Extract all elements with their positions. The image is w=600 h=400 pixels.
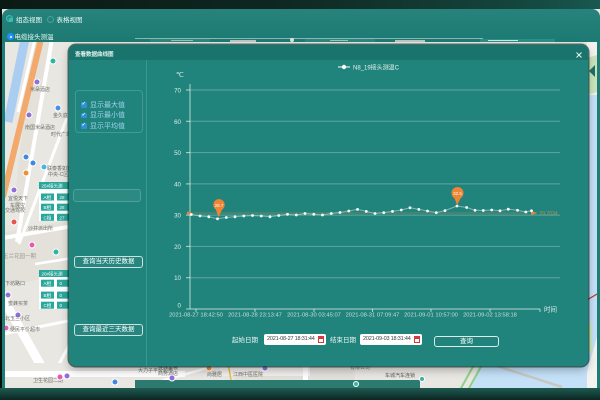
svg-text:30: 30 [174, 213, 181, 220]
svg-text:27: 27 [60, 215, 66, 220]
svg-text:A相: A相 [44, 280, 52, 287]
svg-text:0: 0 [60, 303, 63, 308]
svg-text:金久庭: 金久庭 [53, 112, 68, 119]
svg-text:联泰香如墅: 联泰香如墅 [47, 165, 71, 172]
svg-text:有限公司: 有限公司 [350, 364, 370, 371]
svg-text:℃: ℃ [176, 72, 184, 79]
svg-text:2021-08-31 07:09:47: 2021-08-31 07:09:47 [346, 313, 400, 319]
svg-text:25#接头测: 25#接头测 [42, 183, 64, 190]
svg-text:桂林童装: 桂林童装 [158, 364, 178, 371]
svg-text:卫生花园二期: 卫生花园二期 [33, 377, 63, 384]
svg-text:商务酒店: 商务酒店 [158, 370, 178, 377]
svg-text:70: 70 [174, 88, 181, 95]
svg-text:沙井派出所: 沙井派出所 [28, 225, 53, 232]
svg-text:2021-09-01 10:57:00: 2021-09-01 10:57:00 [404, 313, 458, 319]
svg-text:28.7: 28.7 [215, 203, 224, 208]
svg-text:50: 50 [174, 150, 181, 157]
svg-text:29.7034: 29.7034 [540, 211, 558, 217]
svg-text:2021-08-30 03:45:07: 2021-08-30 03:45:07 [287, 313, 341, 319]
svg-text:便民平价超市: 便民平价超市 [10, 326, 40, 333]
svg-text:A相: A相 [44, 194, 52, 201]
svg-text:B相: B相 [44, 204, 52, 211]
svg-text:40: 40 [174, 181, 181, 188]
svg-text:时代广场: 时代广场 [51, 131, 71, 138]
svg-text:2021-08-28 23:13:47: 2021-08-28 23:13:47 [228, 313, 282, 319]
svg-text:32.5: 32.5 [453, 191, 462, 196]
svg-text:60: 60 [174, 119, 181, 126]
svg-text:蜜蜂买茶: 蜜蜂买茶 [8, 300, 28, 307]
svg-text:江西中医医院: 江西中医医院 [233, 371, 263, 378]
svg-text:0: 0 [178, 303, 182, 310]
svg-text:20#接头测: 20#接头测 [42, 271, 64, 278]
svg-text:大力子平价超市: 大力子平价超市 [138, 367, 173, 374]
svg-text:10: 10 [174, 275, 181, 282]
svg-text:中央-C区: 中央-C区 [48, 171, 68, 178]
svg-text:宜悦天下: 宜悦天下 [8, 195, 28, 202]
svg-text:0: 0 [60, 281, 63, 286]
svg-text:B相: B相 [44, 292, 52, 299]
svg-text:0: 0 [60, 293, 63, 298]
svg-text:北玉兰小区: 北玉兰小区 [5, 315, 30, 322]
svg-text:28: 28 [60, 195, 66, 200]
svg-text:车城汽车连锁: 车城汽车连锁 [385, 372, 415, 379]
svg-text:28: 28 [60, 205, 66, 210]
svg-text:时间: 时间 [544, 305, 557, 314]
svg-text:交通驾校: 交通驾校 [5, 207, 25, 214]
svg-text:米朵酒店: 米朵酒店 [30, 86, 50, 93]
svg-text:车展宝: 车展宝 [10, 202, 25, 209]
svg-text:C相: C相 [44, 214, 52, 221]
svg-text:C相: C相 [44, 302, 52, 309]
svg-text:20: 20 [174, 244, 181, 251]
svg-text:N8_19接头测温C: N8_19接头测温C [353, 64, 400, 72]
svg-text:尚雅居: 尚雅居 [207, 371, 222, 378]
svg-text:下坊路口: 下坊路口 [5, 280, 25, 287]
svg-text:南国米朵酒店: 南国米朵酒店 [25, 124, 55, 131]
svg-text:2021-09-02 13:58:18: 2021-09-02 13:58:18 [463, 313, 517, 319]
svg-text:玉兰花园一期: 玉兰花园一期 [5, 252, 37, 260]
svg-text:2021-08-27 18:42:50: 2021-08-27 18:42:50 [169, 313, 223, 319]
